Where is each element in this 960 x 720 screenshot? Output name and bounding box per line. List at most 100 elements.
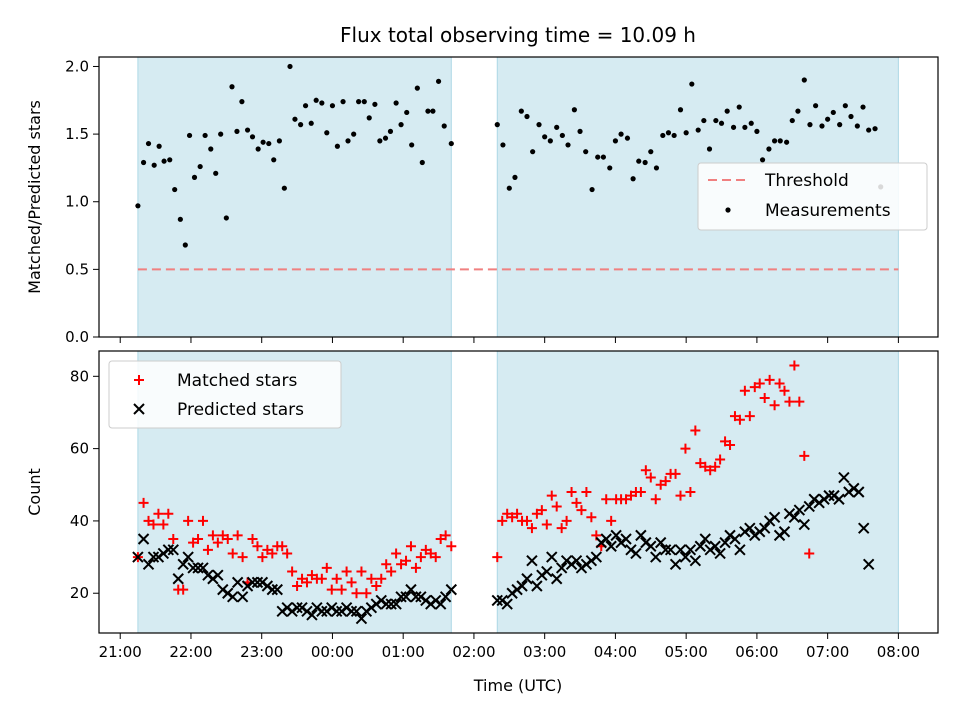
- measurement-point: [329, 103, 336, 109]
- legend-matched-swatch: [134, 375, 144, 385]
- matched-star-point: [183, 515, 194, 526]
- measurement-point: [425, 108, 431, 114]
- measurement-point: [292, 116, 298, 122]
- predicted-star-point: [142, 558, 155, 571]
- matched-star-point: [415, 552, 426, 563]
- measurement-point: [191, 174, 198, 180]
- predicted-star-point: [862, 558, 875, 571]
- measurement-point: [202, 132, 208, 139]
- measurement-point: [151, 162, 157, 168]
- matched-star-point: [789, 360, 800, 371]
- matched-star-point: [512, 508, 523, 519]
- predicted-star-point: [410, 591, 422, 603]
- measurement-point: [554, 124, 560, 130]
- predicted-star-point: [853, 486, 865, 498]
- measurement-point: [837, 122, 843, 128]
- matched-star-point: [158, 519, 169, 530]
- measurement-point: [234, 128, 240, 134]
- measurement-point: [660, 132, 666, 139]
- matched-star-point: [606, 515, 617, 526]
- measurement-point: [784, 139, 790, 145]
- measurement-point: [409, 142, 415, 148]
- matched-star-point: [571, 497, 582, 508]
- matched-star-point: [675, 490, 686, 501]
- matched-star-point: [440, 530, 451, 541]
- measurement-point: [239, 99, 245, 105]
- measurement-point: [229, 84, 235, 90]
- predicted-star-point: [212, 569, 224, 581]
- predicted-star-point: [798, 518, 811, 531]
- measurement-point: [571, 107, 577, 113]
- matched-star-point: [561, 515, 572, 526]
- measurement-point: [612, 138, 619, 144]
- matched-star-point: [650, 494, 661, 505]
- measurement-point: [223, 215, 229, 221]
- measurement-point: [387, 128, 394, 134]
- matched-star-point: [282, 548, 293, 559]
- matched-star-point: [316, 573, 327, 584]
- predicted-star-point: [768, 511, 781, 524]
- matched-star-point: [202, 544, 213, 555]
- matched-star-point: [361, 588, 372, 599]
- measurement-point: [789, 117, 795, 124]
- measurement-point: [382, 135, 389, 141]
- matched-star-point: [734, 414, 745, 425]
- x-tick-label: 02:00: [452, 643, 495, 661]
- predicted-star-point: [709, 540, 721, 552]
- measurement-point: [801, 77, 807, 83]
- predicted-star-point: [177, 558, 189, 571]
- ratio-panel: 0.0 0.5 1.0 1.5 2.0 Matched/Predicted stars Th…: [25, 0, 939, 346]
- y-tick-label: 20: [70, 584, 89, 602]
- predicted-star-point: [833, 493, 845, 505]
- measurement-point: [872, 126, 878, 132]
- predicted-star-point: [650, 551, 662, 563]
- matched-star-point: [581, 487, 592, 497]
- measurement-point: [825, 116, 831, 122]
- predicted-star-point: [246, 576, 259, 589]
- predicted-star-point: [541, 565, 553, 578]
- observing-window: [137, 57, 452, 337]
- x-tick-label: 23:00: [240, 643, 283, 661]
- predicted-star-point: [555, 562, 568, 574]
- matched-star-point: [759, 393, 770, 403]
- matched-star-point: [321, 562, 332, 573]
- predicted-star-point: [793, 504, 806, 516]
- matched-star-point: [799, 450, 810, 461]
- predicted-star-point: [788, 511, 801, 524]
- predicted-star-point: [630, 547, 642, 560]
- matched-star-point: [207, 530, 218, 541]
- matched-star-point: [341, 566, 352, 577]
- matched-star-point: [277, 541, 288, 552]
- matched-star-point: [601, 494, 612, 505]
- measurement-point: [683, 130, 689, 136]
- legend-box: [108, 360, 342, 429]
- predicted-star-point: [405, 583, 417, 596]
- predicted-star-point: [266, 583, 279, 596]
- matched-star-point: [287, 566, 298, 577]
- matched-star-point: [292, 581, 303, 591]
- measurement-point: [135, 203, 141, 209]
- matched-star-point: [744, 411, 755, 422]
- measurement-point: [766, 146, 772, 152]
- measurement-point: [748, 120, 754, 126]
- matched-star-point: [381, 559, 392, 570]
- predicted-star-point: [590, 551, 603, 563]
- measurement-point: [600, 154, 606, 160]
- measurement-point: [524, 113, 530, 120]
- matched-star-point: [222, 534, 233, 544]
- matched-star-point: [739, 385, 750, 396]
- matched-star-point: [566, 487, 577, 497]
- matched-star-point: [640, 465, 651, 476]
- x-axis-label: Time (UTC): [473, 676, 562, 695]
- predicted-star-point: [380, 598, 392, 610]
- measurement-point: [255, 146, 261, 152]
- measurement-point: [345, 138, 351, 144]
- measurement-point: [848, 113, 854, 120]
- measurement-point: [890, 0, 895, 3]
- matched-star-point: [247, 534, 258, 544]
- measurement-point: [547, 138, 553, 144]
- x-tick-label: 21:00: [99, 643, 142, 661]
- predicted-star-point: [330, 605, 343, 618]
- predicted-star-point: [550, 573, 563, 585]
- predicted-star-point: [172, 573, 184, 585]
